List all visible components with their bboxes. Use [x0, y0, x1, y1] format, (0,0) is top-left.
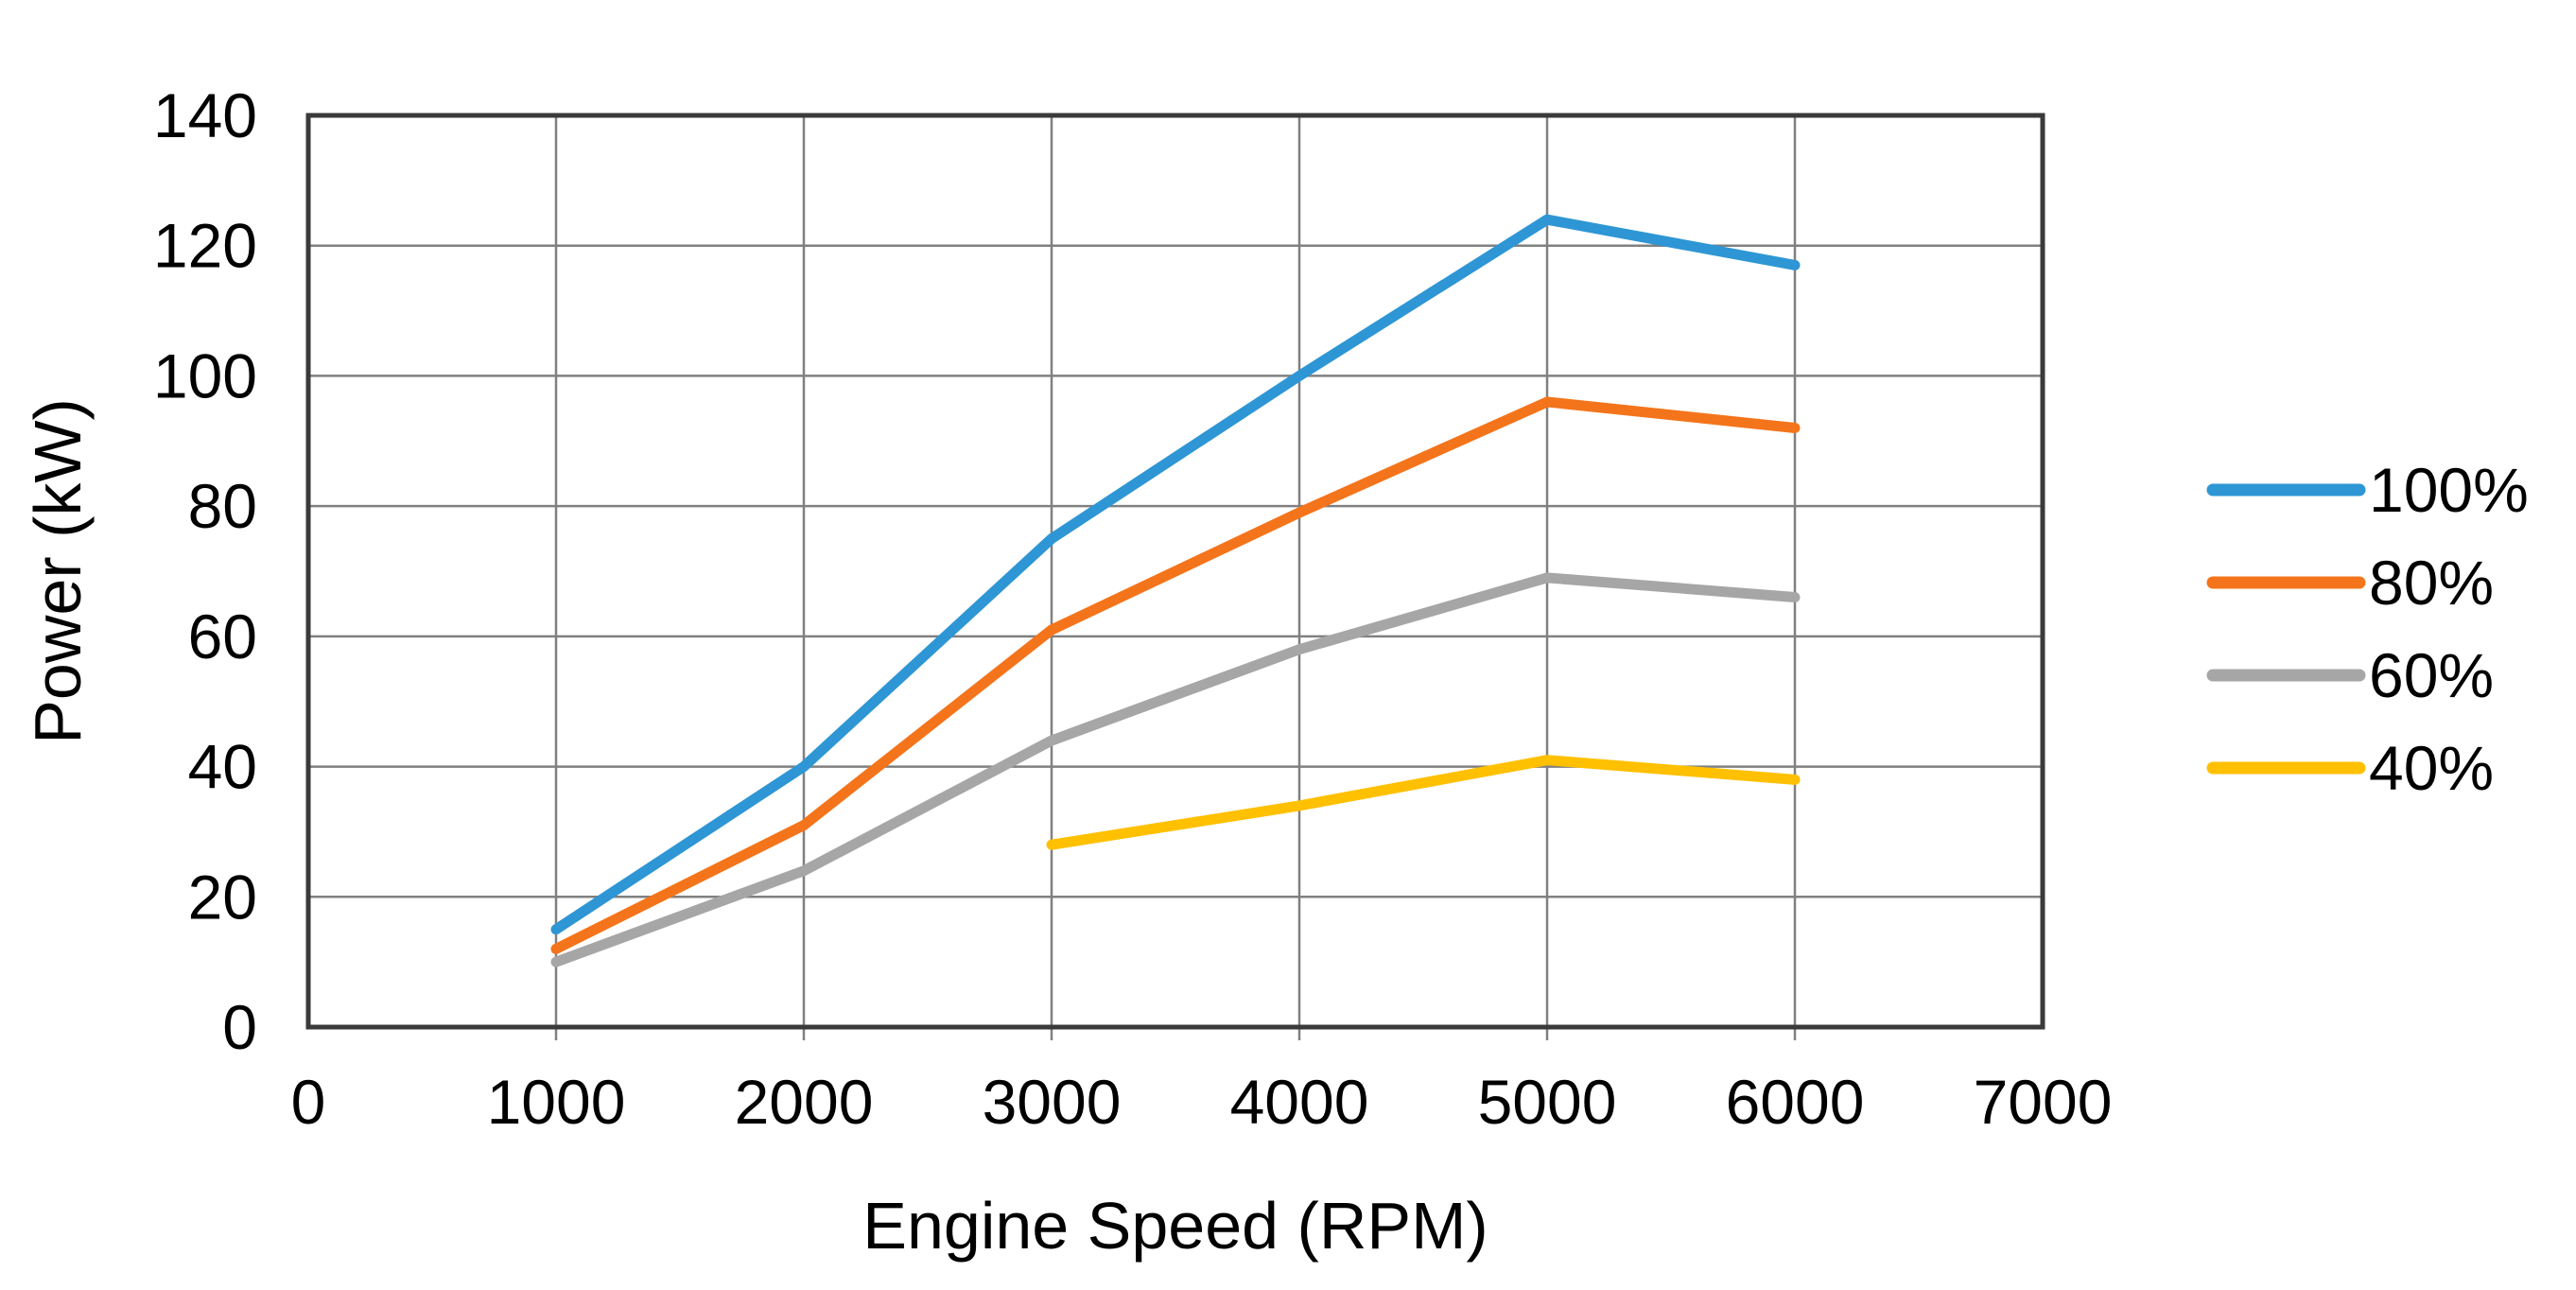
- x-tick-label: 4000: [1230, 1067, 1369, 1137]
- x-tick-label: 2000: [735, 1067, 874, 1137]
- series-line-60%: [550, 572, 1801, 968]
- y-axis-title: Power (kW): [21, 398, 95, 744]
- legend-label-60%: 60%: [2369, 640, 2494, 710]
- legend-item-80%: 80%: [2206, 548, 2494, 618]
- series-line-80%: [550, 396, 1801, 954]
- legend-label-80%: 80%: [2369, 548, 2494, 618]
- legend-label-100%: 100%: [2369, 455, 2529, 525]
- series-line-100%: [550, 214, 1801, 935]
- x-axis-title: Engine Speed (RPM): [862, 1189, 1488, 1263]
- series-line-40%: [1046, 755, 1801, 850]
- y-tick-label: 100: [153, 340, 257, 410]
- y-tick-label: 20: [188, 862, 257, 932]
- y-tick-labels: 0 20 40 60 80 100 120 140: [153, 80, 257, 1062]
- legend-item-100%: 100%: [2206, 455, 2529, 525]
- legend-item-40%: 40%: [2206, 733, 2494, 803]
- series-lines: [550, 214, 1801, 968]
- legend-label-40%: 40%: [2369, 733, 2494, 803]
- y-tick-label: 140: [153, 80, 257, 150]
- y-tick-label: 60: [188, 601, 257, 671]
- x-tick-label: 6000: [1726, 1067, 1865, 1137]
- y-tick-label: 0: [222, 992, 257, 1062]
- y-tick-label: 80: [188, 471, 257, 541]
- plot-border: [305, 113, 2045, 1030]
- x-tick-label: 5000: [1478, 1067, 1617, 1137]
- y-tick-label: 120: [153, 211, 257, 281]
- x-tick-label: 1000: [487, 1067, 626, 1137]
- x-tick-labels: 0 1000 2000 3000 4000 5000 6000 7000: [291, 1067, 2113, 1137]
- x-tick-label: 3000: [983, 1067, 1122, 1137]
- y-tick-label: 40: [188, 732, 257, 802]
- x-tick-label: 0: [291, 1067, 326, 1137]
- x-tick-label: 7000: [1974, 1067, 2113, 1137]
- legend: 100% 80% 60% 40%: [2206, 455, 2529, 803]
- plot-border-rect: [305, 113, 2045, 1030]
- legend-item-60%: 60%: [2206, 640, 2494, 710]
